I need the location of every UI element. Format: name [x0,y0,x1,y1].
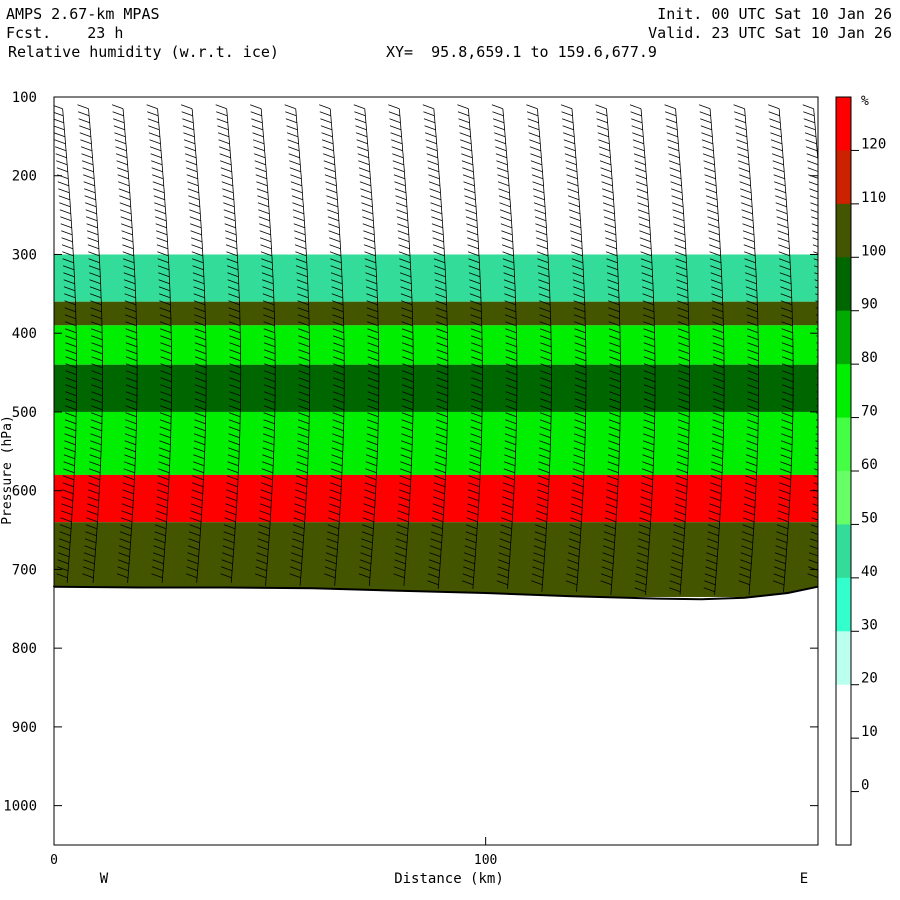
model-title: AMPS 2.67-km MPAS [6,5,160,23]
legend-swatch [836,791,851,846]
wind-barb-column [77,104,103,583]
legend-swatch [836,203,851,258]
east-label: E [800,871,808,887]
wind-barb-column [250,104,276,586]
wind-barb-column [526,104,552,592]
y-tick-label: 900 [12,720,37,736]
xy-range: XY= 95.8,659.1 to 159.6,677.9 [386,43,657,61]
field-name: Relative humidity (w.r.t. ice) [8,43,279,61]
legend-swatch [836,310,851,365]
legend-level-label: 20 [861,671,878,687]
y-tick-label: 500 [12,405,37,421]
legend-swatch [836,471,851,525]
legend-swatch [836,738,851,793]
wind-barb-column [768,104,794,592]
y-tick-label: 400 [12,326,37,342]
legend-level-label: 10 [861,724,878,740]
wind-barb-column [733,104,759,595]
wind-barb-column [595,104,621,595]
valid-time: Valid. 23 UTC Sat 10 Jan 26 [648,24,892,42]
wind-barb-column [664,104,690,595]
wind-barb-column [457,104,483,589]
wind-barb-column [422,104,449,589]
wind-barb-column [319,104,345,586]
wind-barb-column [215,104,242,583]
legend-swatch [836,257,851,312]
wind-barb-column [560,104,587,592]
legend-level-label: 100 [861,243,886,259]
legend-level-label: 80 [861,350,878,366]
x-tick-label: 0 [50,853,58,868]
y-tick-label: 600 [12,484,37,500]
x-tick-label: 100 [474,853,497,868]
wind-barb-column [388,104,414,586]
humidity-band-4 [54,411,818,475]
y-axis-label: Pressure (hPa) [0,415,15,525]
legend-unit: % [861,94,869,109]
legend-level-label: 30 [861,617,878,633]
legend-swatch [836,417,851,472]
y-tick-label: 300 [12,247,37,263]
wind-barb-column [698,104,725,595]
legend-swatch [836,364,851,419]
y-tick-label: 1000 [3,799,37,815]
west-label: W [100,871,109,887]
terrain-line [53,585,819,601]
legend-level-label: 90 [861,297,878,313]
legend-swatch [836,684,851,739]
legend-level-label: 110 [861,190,886,206]
y-tick-label: 700 [12,562,37,578]
humidity-band-2 [54,325,818,365]
plot-frame [53,96,819,846]
y-tick-label: 800 [12,641,37,657]
humidity-band-6 [54,522,818,597]
legend-level-label: 120 [861,136,886,152]
humidity-band-5 [54,474,818,523]
humidity-band-3 [54,364,818,412]
legend-level-label: 60 [861,457,878,473]
wind-barb-column [491,104,518,589]
legend-swatch [836,150,851,205]
legend-level-label: 70 [861,404,878,420]
wind-barb-column [54,105,77,583]
wind-barb-column [111,104,138,583]
terrain-fill [54,586,818,845]
wind-barb-column [180,104,207,583]
wind-barb-column [353,104,380,586]
wind-barb-column [284,104,311,586]
legend-level-label: 50 [861,510,878,526]
x-axis-label: Distance (km) [394,871,504,887]
legend-swatch [836,524,851,579]
init-time: Init. 00 UTC Sat 10 Jan 26 [657,5,892,23]
humidity-band-1 [54,301,818,326]
legend-swatch [836,97,851,151]
wind-barb-column [146,104,172,583]
legend-swatch [836,631,851,686]
y-tick-label: 200 [12,169,37,185]
legend-level-label: 40 [861,564,878,580]
forecast-hour: Fcst. 23 h [6,24,124,42]
wind-barb-column [629,104,656,595]
legend-swatch [836,577,851,632]
y-tick-label: 100 [12,90,37,106]
legend-level-label: 0 [861,778,869,794]
